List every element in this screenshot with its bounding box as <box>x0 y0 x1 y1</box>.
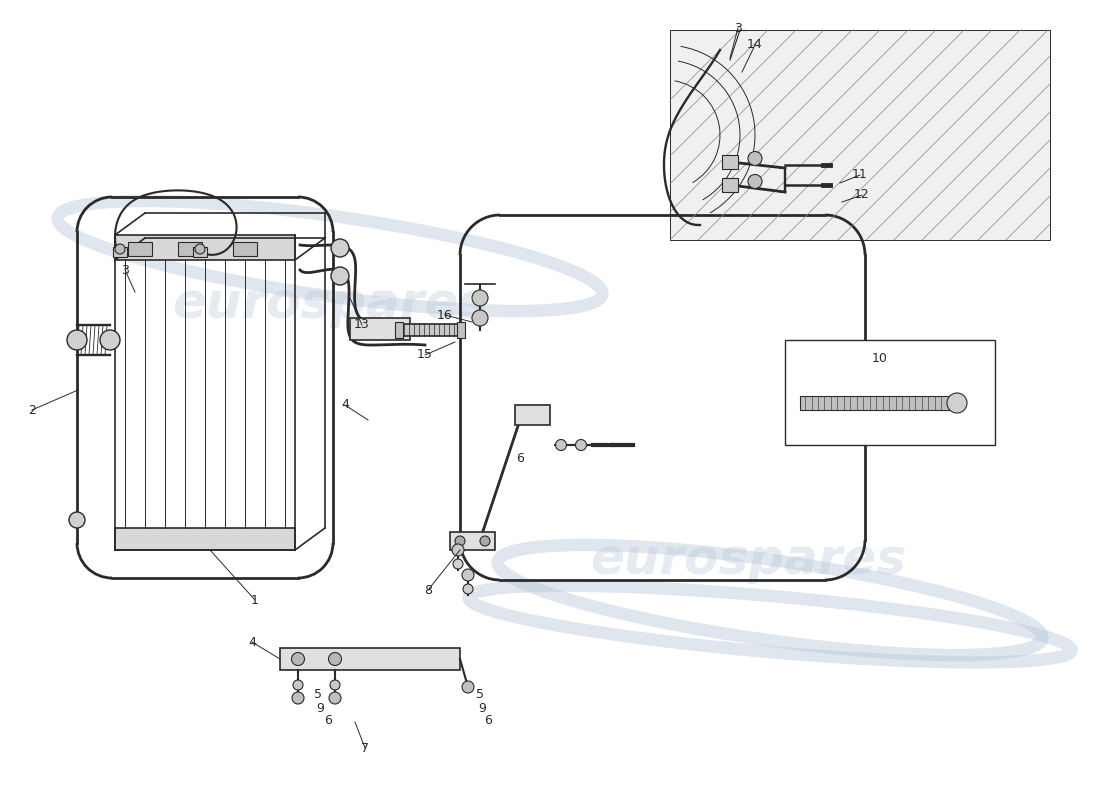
Circle shape <box>748 151 762 166</box>
Bar <box>128 242 152 256</box>
Bar <box>785 340 996 445</box>
Bar <box>670 30 1050 240</box>
Circle shape <box>67 330 87 350</box>
Circle shape <box>462 569 474 581</box>
Circle shape <box>462 681 474 693</box>
Bar <box>456 322 465 338</box>
Text: eurospares: eurospares <box>590 536 906 584</box>
Circle shape <box>453 559 463 569</box>
Text: 1: 1 <box>251 594 258 606</box>
Bar <box>113 247 127 257</box>
Bar <box>192 247 207 257</box>
Text: 6: 6 <box>516 451 524 465</box>
Circle shape <box>472 290 488 306</box>
Bar <box>280 648 460 670</box>
Circle shape <box>292 692 304 704</box>
Bar <box>116 528 295 550</box>
Bar <box>400 324 460 336</box>
Text: 6: 6 <box>324 714 332 726</box>
Text: 3: 3 <box>734 22 741 34</box>
Circle shape <box>69 512 85 528</box>
Text: 5: 5 <box>476 689 484 702</box>
Text: 3: 3 <box>121 263 129 277</box>
Text: 5: 5 <box>314 689 322 702</box>
Text: 4: 4 <box>341 398 349 411</box>
Circle shape <box>472 310 488 326</box>
Bar <box>800 396 955 410</box>
Text: 4: 4 <box>249 635 256 649</box>
Circle shape <box>947 393 967 413</box>
Text: 14: 14 <box>747 38 763 51</box>
Bar <box>233 242 257 256</box>
Circle shape <box>331 239 349 257</box>
Circle shape <box>331 267 349 285</box>
Bar <box>722 178 738 192</box>
Text: 11: 11 <box>852 169 868 182</box>
Bar <box>395 322 403 338</box>
Text: eurospares: eurospares <box>172 280 488 328</box>
Bar <box>178 242 202 256</box>
Text: 10: 10 <box>872 351 888 365</box>
Bar <box>116 235 295 260</box>
Text: 12: 12 <box>854 189 870 202</box>
Text: 2: 2 <box>29 403 36 417</box>
Circle shape <box>330 680 340 690</box>
Bar <box>722 155 738 169</box>
Circle shape <box>748 174 762 189</box>
Circle shape <box>575 439 586 450</box>
Circle shape <box>556 439 566 450</box>
Circle shape <box>452 544 464 556</box>
Circle shape <box>293 680 303 690</box>
Text: 9: 9 <box>316 702 323 714</box>
Bar <box>350 318 410 340</box>
Text: 7: 7 <box>361 742 368 754</box>
Text: 9: 9 <box>478 702 486 714</box>
Bar <box>515 405 550 425</box>
Circle shape <box>480 536 490 546</box>
Circle shape <box>100 330 120 350</box>
Text: 15: 15 <box>417 349 433 362</box>
Text: 6: 6 <box>484 714 492 726</box>
Circle shape <box>329 692 341 704</box>
Bar <box>450 532 495 550</box>
Text: 13: 13 <box>354 318 370 331</box>
Text: 16: 16 <box>437 309 453 322</box>
Circle shape <box>292 653 305 666</box>
Circle shape <box>195 244 205 254</box>
Circle shape <box>455 536 465 546</box>
Circle shape <box>116 244 125 254</box>
Circle shape <box>329 653 341 666</box>
Circle shape <box>463 584 473 594</box>
Text: 8: 8 <box>424 583 432 597</box>
